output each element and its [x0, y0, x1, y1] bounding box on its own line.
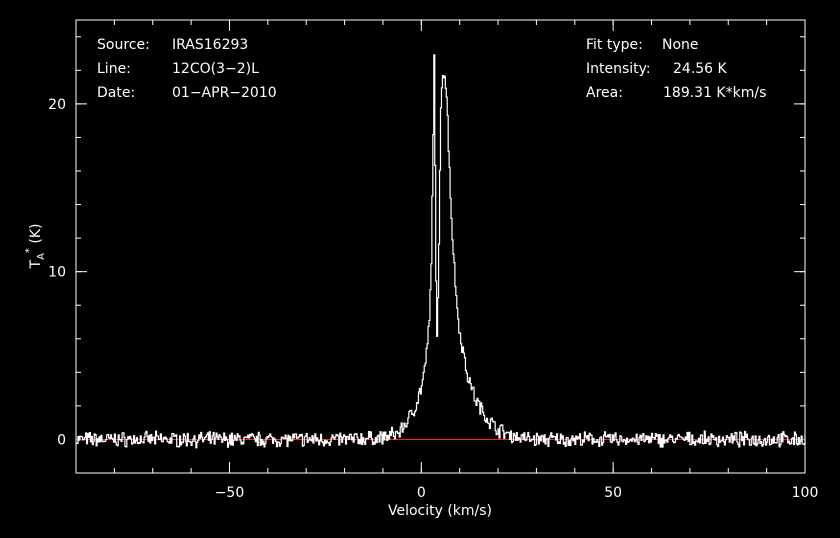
area-value: 189.31 K*km/s [663, 85, 766, 101]
x-tick-label: −50 [215, 485, 245, 501]
y-axis-label-main: T [28, 259, 44, 269]
source-value: IRAS16293 [172, 37, 248, 53]
intensity-key: Intensity: [586, 61, 651, 77]
line-value: 12CO(3−2)L [172, 61, 259, 77]
area-key: Area: [586, 85, 623, 101]
spectrum-line [76, 54, 806, 449]
y-tick-labels: 0 10 20 [48, 97, 66, 449]
fit-type-value: None [662, 37, 699, 53]
plot-frame [75, 19, 806, 474]
info-left: Source: IRAS16293 Line: 12CO(3−2)L Date:… [97, 37, 277, 101]
y-axis-label-sup: * [24, 248, 35, 253]
y-axis-label-unit: (K) [28, 224, 44, 249]
x-tick-labels: −50 0 50 100 [215, 485, 819, 501]
fit-type-key: Fit type: [586, 37, 643, 53]
date-value: 01−APR−2010 [172, 85, 277, 101]
line-key: Line: [97, 61, 131, 77]
x-tick-label: 100 [792, 485, 819, 501]
y-tick-label: 20 [48, 97, 66, 113]
y-axis-label: TA* (K) [24, 224, 47, 270]
source-key: Source: [97, 37, 150, 53]
x-tick-label: 50 [604, 485, 622, 501]
y-tick-label: 0 [57, 432, 66, 448]
x-tick-label: 0 [417, 485, 426, 501]
info-right: Fit type: None Intensity: 24.56 K Area: … [586, 37, 766, 101]
y-tick-label: 10 [48, 265, 66, 281]
date-key: Date: [97, 85, 135, 101]
intensity-value: 24.56 K [673, 61, 728, 77]
y-axis-label-sub: A [36, 253, 47, 260]
x-axis-label: Velocity (km/s) [388, 503, 492, 519]
